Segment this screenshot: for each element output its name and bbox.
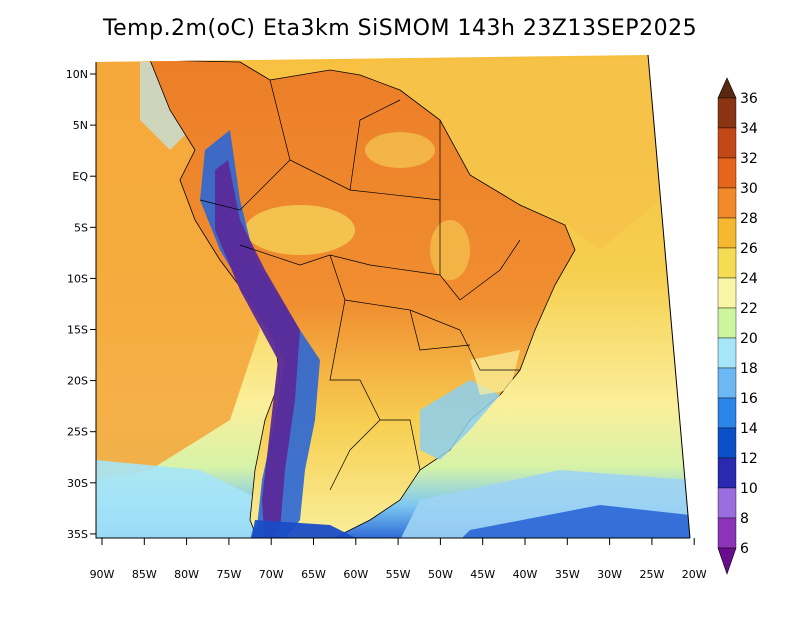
amazon-cool-patch: [430, 220, 470, 280]
colorbar-segment: [717, 247, 737, 279]
page-title: Temp.2m(oC) Eta3km SiSMOM 143h 23Z13SEP2…: [102, 16, 698, 41]
longitude-axis: 90W 85W 80W 75W 70W 65W 60W 55W 50W 45W 40W 35W 30W 2…: [90, 538, 707, 581]
lat-tick-label: 20S: [67, 375, 88, 388]
colorbar-label: 16: [740, 391, 758, 407]
colorbar-label: 8: [740, 511, 749, 527]
colorbar-segment: [717, 307, 737, 339]
lon-tick-label: 25W: [639, 568, 664, 581]
andes-coldest-core: [215, 160, 300, 538]
lon-tick-label: 55W: [386, 568, 411, 581]
colorbar-label: 6: [740, 541, 749, 557]
colorbar-label: 12: [740, 451, 758, 467]
lon-tick-label: 20W: [682, 568, 707, 581]
map-panel: [96, 55, 690, 538]
southeast-warm-coast: [470, 350, 520, 395]
colorbar-segment: [717, 97, 737, 129]
lat-tick-label: 15S: [67, 324, 88, 337]
lon-tick-label: 45W: [470, 568, 495, 581]
colorbar-segment: [717, 367, 737, 399]
lat-tick-label: 5N: [73, 119, 88, 132]
colorbar-label: 18: [740, 361, 758, 377]
lat-tick-label: EQ: [72, 170, 88, 183]
pacific-cool-edge: [96, 460, 260, 538]
colorbar-segment: [717, 127, 737, 159]
colorbar-label: 30: [740, 181, 758, 197]
lon-tick-label: 75W: [216, 568, 241, 581]
colorbar-label: 14: [740, 421, 758, 437]
lon-tick-label: 80W: [174, 568, 199, 581]
colorbar-segment: [717, 157, 737, 189]
colorbar-segment: [717, 487, 737, 519]
lon-tick-label: 85W: [132, 568, 157, 581]
map-border: [95, 62, 690, 539]
lat-tick-label: 25S: [67, 426, 88, 439]
colorbar-segment: [717, 187, 737, 219]
colorbar-label: 28: [740, 211, 758, 227]
southeast-cool-region: [420, 380, 500, 460]
colorbar-cap-bottom: [717, 547, 737, 575]
lat-tick-label: 30S: [67, 477, 88, 490]
lon-tick-label: 65W: [301, 568, 326, 581]
lon-tick-label: 30W: [597, 568, 622, 581]
colorbar-segment: [717, 457, 737, 489]
colorbar-segment: [717, 397, 737, 429]
colorbar-segment: [717, 337, 737, 369]
colorbar-segment: [717, 427, 737, 459]
amazon-cool-patch: [245, 205, 355, 255]
latitude-axis: 10N 5N EQ 5S 10S 15S 20S 25S 30S 35S: [66, 68, 96, 541]
colorbar-label: 20: [740, 331, 758, 347]
lon-tick-label: 40W: [513, 568, 538, 581]
colorbar-label: 32: [740, 151, 758, 167]
colorbar-label: 34: [740, 121, 758, 137]
lon-tick-label: 90W: [90, 568, 115, 581]
lat-tick-label: 10S: [67, 272, 88, 285]
atlantic-warm-region: [360, 58, 660, 250]
colorbar-label: 22: [740, 301, 758, 317]
colorbar-cap-top: [717, 77, 737, 99]
patagonia-cold: [250, 520, 370, 538]
south-atlantic-cold: [460, 505, 690, 538]
lat-tick-label: 35S: [67, 528, 88, 541]
colorbar: 6 8 10 12 14 16 18 20 22 24 26 28 30 32 34 36: [717, 77, 758, 575]
amazon-cool-patch: [365, 132, 435, 168]
colorbar-segment: [717, 517, 737, 549]
lon-tick-label: 50W: [428, 568, 453, 581]
lon-tick-label: 35W: [555, 568, 580, 581]
lat-tick-label: 5S: [74, 221, 88, 234]
colorbar-label: 10: [740, 481, 758, 497]
colorbar-label: 24: [740, 271, 758, 287]
colorbar-label: 36: [740, 91, 758, 107]
country-borders: [199, 79, 521, 491]
colorbar-label: 26: [740, 241, 758, 257]
colorbar-segment: [717, 217, 737, 249]
colorbar-segment: [717, 277, 737, 309]
lat-tick-label: 10N: [66, 68, 88, 81]
lon-tick-label: 60W: [343, 568, 368, 581]
map-border-right: [647, 54, 691, 539]
lon-tick-label: 70W: [259, 568, 284, 581]
